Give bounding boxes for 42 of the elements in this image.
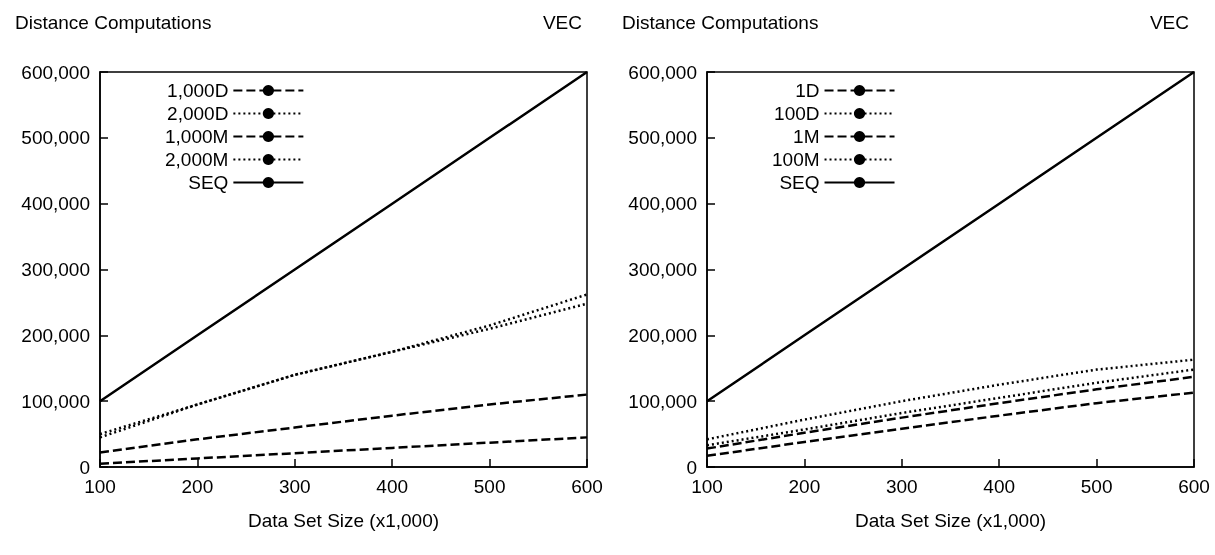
x-tick-label: 600: [1178, 476, 1210, 497]
legend-label: 2,000M: [165, 149, 229, 170]
legend-label: 1D: [795, 80, 820, 101]
x-tick-label: 600: [571, 476, 603, 497]
y-tick-label: 500,000: [628, 127, 697, 149]
y-tick-label: 200,000: [21, 324, 90, 346]
x-tick-label: 200: [788, 476, 821, 497]
legend-label: 1M: [793, 126, 820, 147]
x-tick-label: 200: [181, 476, 214, 497]
legend-label: 2,000D: [167, 103, 229, 124]
legend-label: 1,000D: [167, 80, 229, 101]
legend-label: SEQ: [779, 172, 820, 193]
x-tick-label: 400: [983, 476, 1016, 497]
x-tick-label: 300: [278, 476, 311, 497]
chart-title: VEC: [542, 12, 583, 33]
y-tick-label: 0: [686, 456, 697, 478]
x-axis-title: Data Set Size (x1,000): [854, 510, 1047, 531]
y-tick-label: 100,000: [628, 390, 697, 412]
y-tick-label: 400,000: [21, 193, 90, 215]
chart-title: VEC: [1149, 12, 1190, 33]
legend-label: 100M: [772, 149, 820, 170]
x-tick-label: 300: [885, 476, 918, 497]
y-tick-label: 500,000: [21, 127, 90, 149]
x-tick-label: 500: [473, 476, 506, 497]
legend-label: SEQ: [188, 172, 229, 193]
legend-label: 1,000M: [165, 126, 229, 147]
y-tick-label: 0: [79, 456, 90, 478]
x-tick-label: 100: [691, 476, 723, 497]
x-tick-label: 100: [84, 476, 116, 497]
y-tick-label: 600,000: [628, 61, 697, 83]
y-tick-label: 300,000: [21, 259, 90, 280]
x-tick-label: 400: [376, 476, 409, 497]
x-axis-title: Data Set Size (x1,000): [247, 510, 440, 531]
y-tick-label: 200,000: [628, 324, 697, 346]
y-tick-label: 100,000: [21, 390, 90, 412]
y-axis-title: Distance Computations: [622, 12, 819, 33]
y-tick-label: 400,000: [628, 193, 697, 215]
y-axis-title: Distance Computations: [15, 12, 212, 33]
legend-label: 100D: [774, 103, 820, 124]
y-tick-label: 600,000: [21, 61, 90, 83]
y-tick-label: 300,000: [628, 259, 697, 280]
x-tick-label: 500: [1080, 476, 1113, 497]
